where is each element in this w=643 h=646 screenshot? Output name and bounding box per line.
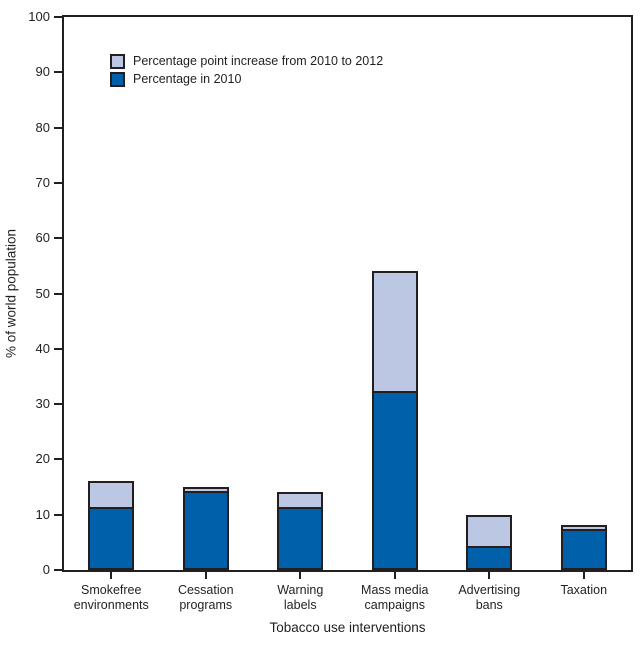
bar-taxation: [560, 525, 607, 570]
x-tick: [488, 572, 491, 579]
bar-segment-cessation-programs-percentage-in-2010: [182, 493, 229, 570]
y-tick: [54, 458, 62, 461]
x-category-label-taxation: Taxation: [560, 583, 608, 597]
bar-advertising-bans: [466, 515, 513, 570]
y-tick-label: 20: [35, 451, 50, 467]
legend-item-percentage-in-2010: Percentage in 2010: [110, 70, 383, 88]
y-tick-label: 30: [35, 396, 50, 412]
bar-cessation-programs: [182, 487, 229, 570]
y-tick: [54, 292, 62, 295]
bar-segment-mass-media-campaigns-percentage-point-increase-from-2010-to-2012: [371, 271, 418, 393]
y-tick-label: 0: [42, 562, 50, 577]
y-tick: [54, 237, 62, 240]
bar-mass-media-campaigns: [371, 271, 418, 570]
y-tick: [54, 181, 62, 184]
y-tick: [54, 347, 62, 350]
bar-segment-cessation-programs-percentage-point-increase-from-2010-to-2012: [182, 487, 229, 493]
legend-swatch-percentage-in-2010: [110, 71, 125, 87]
y-tick: [54, 126, 62, 129]
y-tick-label: 80: [35, 119, 50, 135]
legend: Percentage point increase from 2010 to 2…: [110, 52, 383, 88]
legend-item-percentage-point-increase-from-2010-to-2012: Percentage point increase from 2010 to 2…: [110, 52, 383, 70]
bar-segment-advertising-bans-percentage-in-2010: [466, 548, 513, 570]
bar-smokefree-environments: [88, 481, 135, 570]
bar-segment-warning-labels-percentage-point-increase-from-2010-to-2012: [277, 492, 324, 509]
y-tick-label: 100: [28, 9, 50, 24]
x-category-label-advertising-bans: Advertising bans: [458, 583, 521, 612]
legend-label: Percentage point increase from 2010 to 2…: [133, 54, 384, 68]
x-tick: [299, 572, 302, 579]
y-tick: [54, 513, 62, 516]
bar-warning-labels: [277, 492, 324, 570]
legend-swatch-percentage-point-increase-from-2010-to-2012: [110, 53, 125, 69]
y-tick: [54, 569, 62, 571]
bar-segment-smokefree-environments-percentage-in-2010: [88, 509, 135, 570]
bar-segment-warning-labels-percentage-in-2010: [277, 509, 324, 570]
x-category-label-mass-media-campaigns: Mass media campaigns: [361, 583, 429, 612]
x-axis-title: Tobacco use interventions: [269, 620, 426, 635]
x-tick: [204, 572, 207, 579]
x-category-label-smokefree-environments: Smokefree environments: [73, 583, 149, 612]
y-tick: [54, 71, 62, 74]
x-tick: [110, 572, 113, 579]
plot-area: [62, 15, 633, 572]
y-tick-label: 40: [35, 340, 50, 356]
y-tick-label: 10: [35, 506, 50, 522]
y-tick-label: 90: [35, 64, 50, 80]
y-tick-label: 60: [35, 230, 50, 246]
x-tick: [393, 572, 396, 579]
x-category-label-warning-labels: Warning labels: [277, 583, 324, 612]
y-tick-label: 70: [35, 174, 50, 190]
bar-segment-mass-media-campaigns-percentage-in-2010: [371, 393, 418, 570]
x-tick: [582, 572, 585, 579]
bar-segment-taxation-percentage-point-increase-from-2010-to-2012: [560, 525, 607, 531]
x-category-label-cessation-programs: Cessation programs: [177, 583, 234, 612]
y-tick: [54, 16, 62, 18]
y-tick-label: 50: [35, 285, 50, 301]
bar-segment-smokefree-environments-percentage-point-increase-from-2010-to-2012: [88, 481, 135, 509]
legend-label: Percentage in 2010: [133, 72, 242, 86]
bar-segment-taxation-percentage-in-2010: [560, 531, 607, 570]
y-tick: [54, 403, 62, 406]
bar-segment-advertising-bans-percentage-point-increase-from-2010-to-2012: [466, 515, 513, 548]
